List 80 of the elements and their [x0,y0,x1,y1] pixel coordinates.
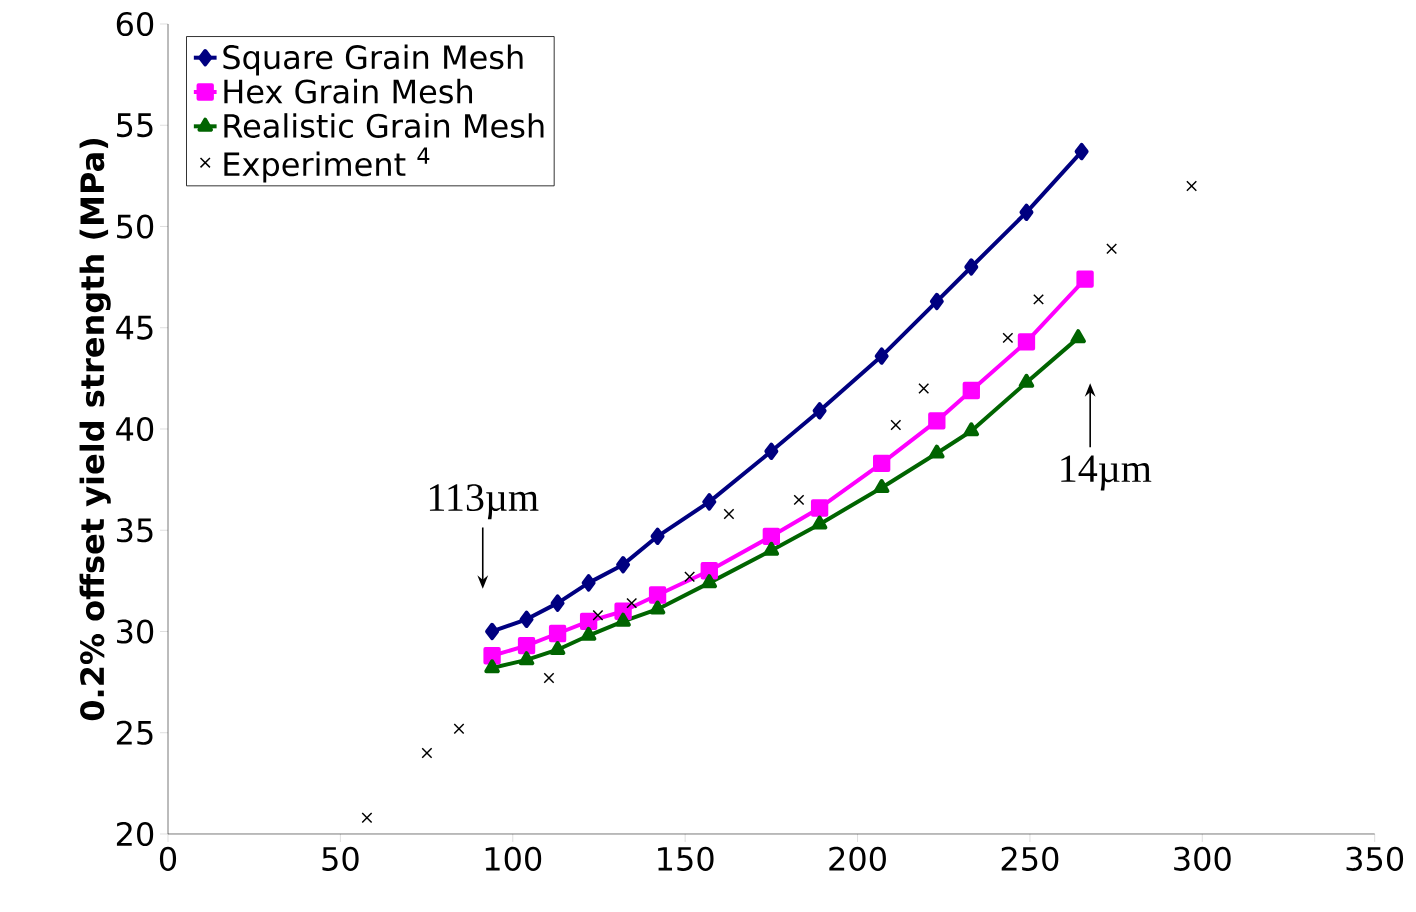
point [581,574,596,592]
y-tick-label: 50 [117,214,154,239]
point [963,422,980,437]
point [793,494,805,506]
x-tick-label: 0 [159,846,177,871]
legend-label: Experiment $^{4}$ [224,147,430,183]
point [592,609,604,621]
legend-label: Hex Grain Mesh [224,78,473,104]
point [929,444,945,459]
point [873,479,890,494]
point [580,626,597,641]
point [649,600,666,615]
y-axis-title: 0.2% offset yield strength (MPa) [79,138,111,721]
point [1018,373,1035,388]
point [626,597,638,609]
point [964,258,979,276]
point [543,672,555,684]
point [1033,293,1044,305]
point [1106,243,1118,255]
point [648,586,667,604]
x-tick-label: 200 [829,846,886,871]
x-tick-label: 100 [485,846,542,871]
y-tick-label: 35 [117,518,153,543]
point [519,610,534,628]
point [700,562,718,580]
annotation: 14µm [1061,455,1152,491]
y-tick-label: 25 [116,720,153,745]
x-tick-label: 250 [1001,846,1059,871]
x-tick-label: 350 [1346,846,1404,871]
point [723,508,735,520]
point [550,594,565,612]
point [873,454,891,473]
point [549,641,566,656]
point [579,612,598,631]
point [918,383,930,394]
point [684,571,696,583]
point [1002,332,1014,344]
point [763,541,780,556]
point [1076,270,1094,288]
annotation: 113µm [429,484,539,520]
y-tick-label: 40 [116,416,154,442]
y-tick-label: 60 [116,11,154,37]
y-tick-label: 55 [117,113,153,138]
y-tick-label: 45 [116,315,153,340]
point [1017,333,1036,351]
point [616,556,631,574]
point [453,723,465,735]
point [1070,329,1086,344]
point [874,347,889,365]
point [764,442,779,460]
point [421,747,433,759]
point [702,493,717,511]
point [812,402,827,420]
point [929,292,944,311]
point [484,659,500,674]
point [762,527,781,545]
point [1019,203,1034,221]
point [1074,142,1089,161]
point [483,647,501,665]
y-tick-label: 30 [117,619,154,644]
point [962,381,980,400]
point [701,574,718,589]
legend-label: Realistic Grain Mesh [224,113,544,138]
point [548,624,567,643]
point [518,651,535,666]
point [810,499,829,517]
legend-label: Square Grain Mesh [223,44,523,76]
x-tick-label: 150 [658,846,714,871]
y-tick-label: 20 [116,821,154,847]
x-tick-label: 50 [322,846,359,871]
point [811,515,828,530]
point [928,412,946,430]
point [1186,180,1198,192]
point [615,612,631,627]
point [650,527,665,545]
point [517,637,536,655]
point [485,622,500,641]
x-tick-label: 300 [1174,846,1231,871]
point [890,419,902,431]
point [361,812,373,824]
